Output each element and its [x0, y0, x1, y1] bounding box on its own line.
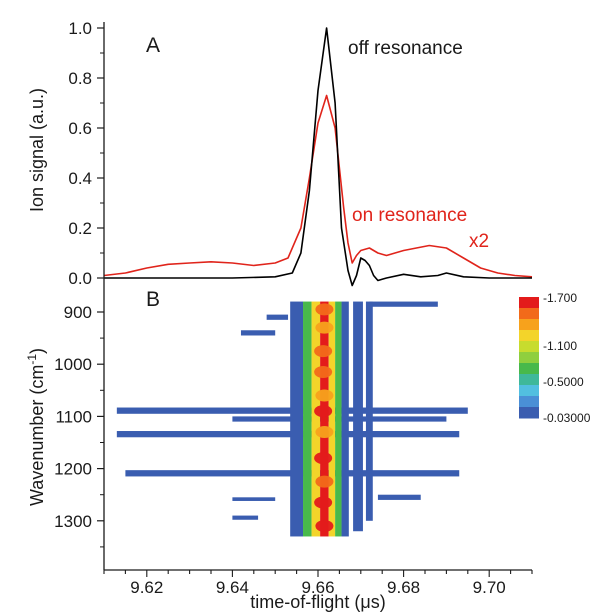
heatmap-column: [290, 301, 304, 537]
heatmap-hot-spot: [315, 475, 334, 488]
heatmap-band: [266, 314, 289, 320]
colorbar-swatch: [519, 308, 539, 320]
heatmap-hot-spot: [314, 366, 333, 379]
time-of-flight-x-title: time-of-flight (μs): [250, 592, 385, 612]
colorbar-swatch: [519, 352, 539, 364]
heatmap-band: [240, 330, 276, 336]
heatmap-hot-spot: [314, 452, 333, 465]
x-tick-label: 9.66: [301, 578, 334, 597]
heatmap-hot-spot: [315, 321, 334, 334]
heatmap-column: [365, 301, 373, 521]
y-tick-label: 1200: [54, 460, 92, 479]
panel-b: 900 1000 1100 1200 1300 9.62 9.64 9.66 9.68 9.70: [54, 301, 533, 597]
x2-scale-label: x2: [469, 231, 489, 252]
y-tick-label: 1.0: [68, 19, 92, 38]
colorbar-swatch: [519, 407, 539, 419]
heatmap-hot-spot: [315, 426, 334, 439]
y-tick-label: 1100: [55, 407, 92, 426]
panel-b-label: B: [146, 288, 160, 311]
colorbar-swatch: [519, 341, 539, 353]
colorbar-swatch: [519, 385, 539, 397]
heatmap-band: [232, 497, 276, 501]
colorbar-swatch: [519, 374, 539, 386]
on-resonance-label: on resonance: [352, 205, 467, 226]
ion-signal-y-title: Ion signal (a.u.): [27, 88, 47, 212]
panel-a: 0.0 0.2 0.4 0.6 0.8 1.0: [68, 19, 533, 288]
x-tick-label: 9.64: [216, 578, 249, 597]
colorbar-swatch: [519, 396, 539, 408]
heatmap-band: [116, 431, 460, 438]
heatmap-column: [335, 301, 342, 537]
colorbar-swatch: [519, 297, 539, 309]
colorbar-swatch: [519, 319, 539, 331]
y-tick-label: 900: [64, 303, 92, 322]
colorbar-swatch: [519, 330, 539, 342]
heatmap-hot-spot: [315, 389, 334, 402]
y-tick-label: 0.4: [68, 169, 92, 188]
time-of-flight-x-ticks: 9.62 9.64 9.66 9.68 9.70: [103, 570, 533, 597]
colorbar-label: -0.5000: [543, 375, 584, 389]
wavenumber-y-ticks: 900 1000 1100 1200 1300: [54, 303, 104, 548]
y-tick-label: 0.6: [68, 119, 92, 138]
ion-signal-y-ticks: 0.0 0.2 0.4 0.6 0.8 1.0: [68, 19, 104, 288]
y-tick-label: 1000: [54, 355, 92, 374]
colorbar: -1.700 -1.100 -0.5000 -0.03000: [519, 291, 591, 425]
heatmap-column: [341, 301, 349, 537]
heatmap-band: [232, 515, 259, 520]
heatmap-column: [320, 301, 329, 537]
ion-signal-lines: [103, 27, 533, 287]
x-tick-label: 9.68: [387, 578, 420, 597]
series-on-resonance: [103, 94, 533, 278]
wavenumber-y-title: Wavenumber (cm-1): [25, 348, 47, 506]
heatmap-band: [369, 301, 438, 307]
y-tick-label: 0.2: [68, 219, 92, 238]
colorbar-label: -0.03000: [543, 411, 591, 425]
y-tick-label: 1300: [54, 512, 92, 531]
colorbar-swatch: [519, 363, 539, 375]
heatmap-column: [328, 301, 336, 537]
colorbar-label: -1.100: [543, 339, 577, 353]
heatmap-hot-spot: [314, 405, 333, 418]
x-tick-label: 9.62: [130, 578, 163, 597]
panel-a-label: A: [146, 34, 160, 57]
heatmap-hot-spot: [314, 496, 333, 509]
heatmap-column: [303, 301, 312, 537]
heatmap-column: [353, 301, 363, 532]
wavenumber-heatmap: [116, 301, 468, 537]
x-tick-label: 9.70: [473, 578, 506, 597]
heatmap-hot-spot: [314, 345, 333, 358]
y-tick-label: 0.8: [68, 69, 92, 88]
y-tick-label: 0.0: [68, 269, 92, 288]
heatmap-hot-spot: [315, 303, 334, 316]
series-off-resonance: [104, 27, 532, 287]
off-resonance-label: off resonance: [348, 38, 463, 59]
heatmap-column: [311, 301, 321, 537]
heatmap-band: [377, 494, 421, 500]
colorbar-label: -1.700: [543, 291, 577, 305]
heatmap-hot-spot: [315, 520, 334, 533]
